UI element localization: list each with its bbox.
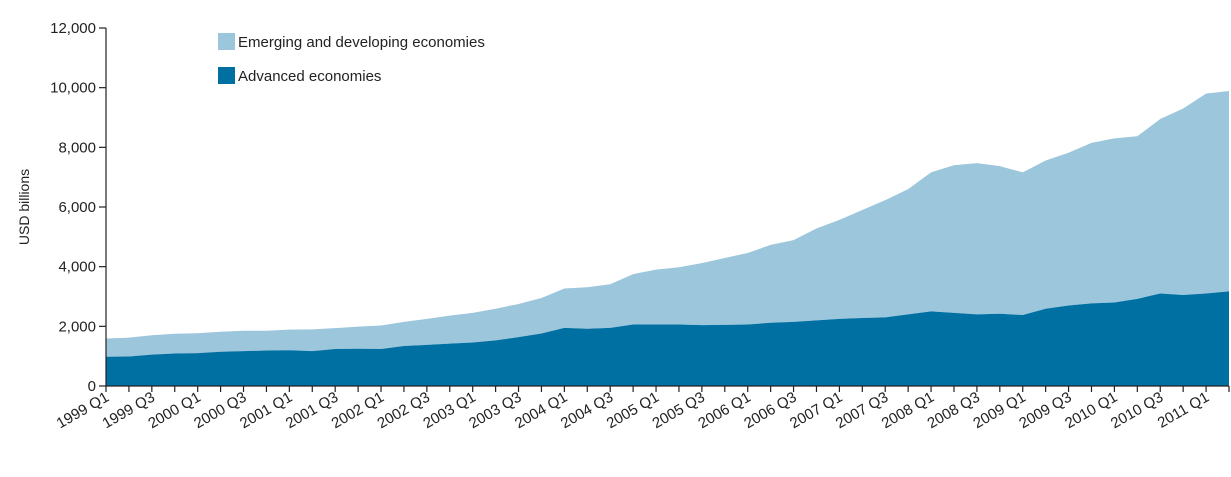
legend-label-advanced: Advanced economies [238, 68, 381, 85]
y-tick-label: 10,000 [50, 80, 96, 97]
y-tick-label: 8,000 [58, 139, 96, 156]
y-axis-title: USD billions [16, 169, 32, 245]
y-tick-label: 6,000 [58, 199, 96, 216]
legend: Emerging and developing economies Advanc… [218, 33, 485, 85]
legend-label-emerging: Emerging and developing economies [238, 34, 485, 51]
y-tick-label: 12,000 [50, 20, 96, 37]
y-tick-label: 0 [88, 378, 96, 395]
y-tick-label: 4,000 [58, 259, 96, 276]
x-tick-label: 2011 Q1 [1155, 389, 1212, 432]
y-axis-ticks: 0 2,000 4,000 6,000 8,000 10,000 12,000 [50, 20, 106, 395]
legend-swatch-advanced [218, 67, 235, 84]
legend-swatch-emerging [218, 33, 235, 50]
y-tick-label: 2,000 [58, 318, 96, 335]
x-tick-label: 2010 Q3 [1108, 389, 1166, 432]
area-advanced-economies [106, 291, 1229, 386]
chart-areas [106, 90, 1229, 386]
area-emerging-and-developing-economies [106, 90, 1229, 357]
